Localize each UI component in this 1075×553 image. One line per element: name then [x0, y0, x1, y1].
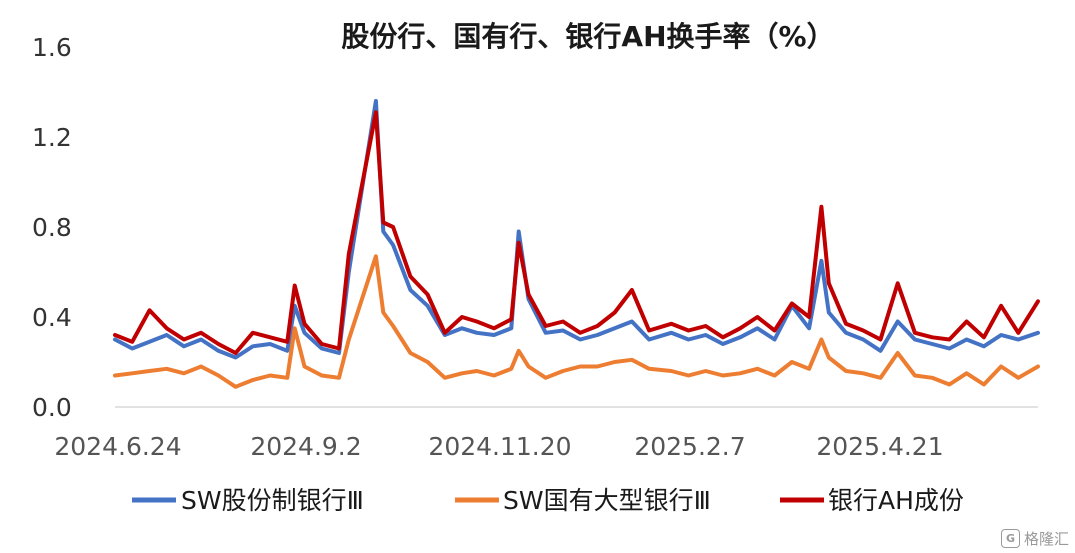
x-axis-ticks: 2024.6.24 2024.9.2 2024.11.20 2025.2.7 2025.… [54, 432, 943, 461]
y-tick-label: 0.0 [32, 393, 72, 422]
x-tick-label: 2024.11.20 [428, 432, 571, 461]
series-line-1 [113, 99, 1040, 360]
chart-title: 股份行、国有行、银行AH换手率（%） [341, 20, 834, 53]
series-lines [113, 99, 1040, 389]
legend-label: SW国有大型银行Ⅲ [503, 486, 711, 515]
y-tick-label: 1.2 [32, 123, 72, 152]
watermark-logo-icon: G [1000, 529, 1020, 548]
x-tick-label: 2024.9.2 [250, 432, 361, 461]
series-line-2 [113, 254, 1040, 389]
legend-label: 银行AH成份 [828, 486, 964, 515]
x-tick-label: 2024.6.24 [54, 432, 181, 461]
legend: SW股份制银行Ⅲ SW国有大型银行Ⅲ 银行AH成份 [132, 486, 964, 515]
x-tick-label: 2025.4.21 [816, 432, 943, 461]
legend-label: SW股份制银行Ⅲ [181, 486, 364, 515]
series-line-3 [113, 110, 1040, 355]
y-tick-label: 1.6 [32, 33, 72, 62]
watermark-label: 格隆汇 [1023, 530, 1069, 548]
y-tick-label: 0.4 [32, 303, 72, 332]
y-tick-label: 0.8 [32, 213, 72, 242]
y-axis-ticks: 0.0 0.4 0.8 1.2 1.6 [32, 33, 72, 422]
watermark: G 格隆汇 [1000, 528, 1069, 549]
x-tick-label: 2025.2.7 [634, 432, 745, 461]
